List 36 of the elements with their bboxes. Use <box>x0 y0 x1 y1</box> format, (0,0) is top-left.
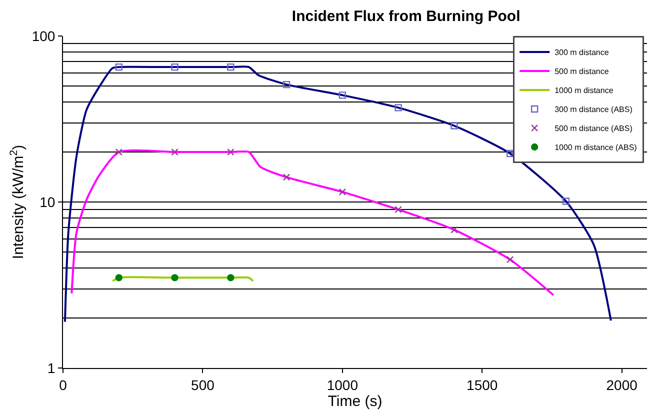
chart-title: Incident Flux from Burning Pool <box>292 8 520 25</box>
x-tick-label: 0 <box>59 376 68 393</box>
point <box>506 256 514 264</box>
point <box>282 174 290 181</box>
point <box>227 274 234 282</box>
x-tick-label: 500 <box>191 376 215 393</box>
point <box>338 92 346 99</box>
legend-label: 1000 m distance (ABS) <box>554 143 638 152</box>
point <box>450 226 458 234</box>
point <box>171 63 178 71</box>
x-tick-label: 1000 <box>326 376 358 393</box>
point <box>394 104 402 112</box>
point <box>115 274 122 282</box>
point <box>338 188 346 196</box>
point <box>227 148 234 156</box>
x-tick-label: 1500 <box>466 376 498 393</box>
y-tick-label: 100 <box>32 28 56 44</box>
x-axis-title: Time (s) <box>328 392 382 410</box>
point <box>115 148 122 156</box>
point <box>506 150 514 158</box>
y-tick-label: 10 <box>40 194 56 210</box>
point <box>171 148 178 156</box>
point <box>394 206 402 214</box>
point <box>171 274 178 282</box>
x-tick-label: 2000 <box>606 376 638 393</box>
legend-label: 500 m distance <box>554 67 610 76</box>
point <box>282 80 290 88</box>
legend-label: 300 m distance <box>554 48 610 58</box>
point <box>115 63 122 71</box>
y-tick-label: 1 <box>47 360 56 376</box>
legend-label: 1000 m distance <box>554 86 614 96</box>
point <box>227 63 234 71</box>
legend-label: 500 m distance (ABS) <box>554 124 633 134</box>
point <box>562 198 570 205</box>
point <box>450 122 458 130</box>
legend-label: 300 m distance (ABS) <box>554 105 633 114</box>
